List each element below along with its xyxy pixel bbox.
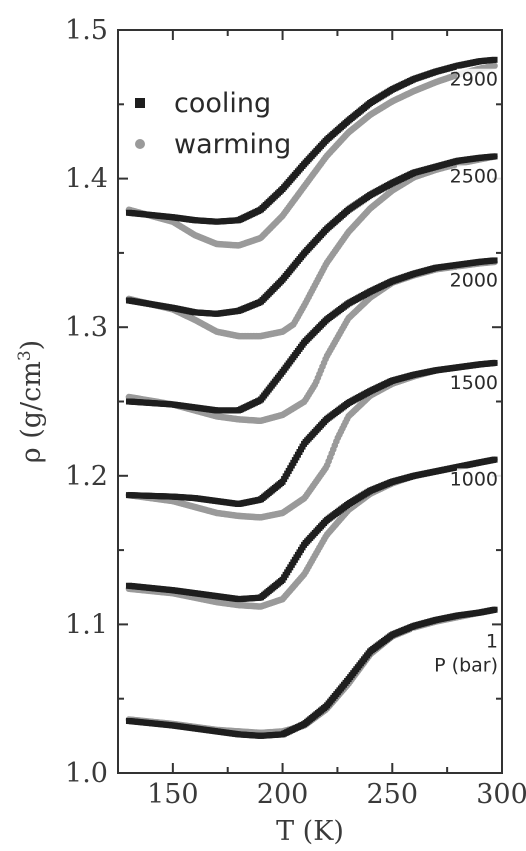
pressure-label: 1500 xyxy=(450,372,498,394)
pressure-label-bg xyxy=(412,630,500,679)
y-tick-label: 1.2 xyxy=(65,461,108,492)
series-cooling-2900 xyxy=(125,56,498,225)
series-warming-2000 xyxy=(125,258,498,425)
pressure-label: 2900 xyxy=(450,69,498,91)
legend-marker-warming xyxy=(135,139,145,149)
pressure-label-bg xyxy=(457,371,501,394)
y-tick-label: 1.1 xyxy=(65,609,108,640)
series-cooling-1500 xyxy=(125,359,498,507)
x-tick-label: 150 xyxy=(147,779,199,810)
x-axis-title: T (K) xyxy=(276,816,344,847)
pressure-labels: 2900 2500 2000 1500 1000 1P (bar) xyxy=(412,68,501,679)
pressure-label-bg xyxy=(457,68,501,91)
y-axis-title: ρ (g/cm3) xyxy=(15,340,47,463)
pressure-label-bg xyxy=(457,165,501,188)
data-point xyxy=(491,359,498,366)
y-tick-label: 1.0 xyxy=(65,758,108,789)
pressure-label-bg xyxy=(457,468,501,491)
legend-label-cooling: cooling xyxy=(174,88,271,119)
series-cooling-1000 xyxy=(125,456,498,603)
series-cooling-2000 xyxy=(125,257,498,414)
pressure-label: 1 xyxy=(486,631,498,653)
series-cooling-1 xyxy=(125,606,498,739)
data-point xyxy=(491,456,498,463)
pressure-label: 2500 xyxy=(450,165,498,187)
legend: cooling warming xyxy=(135,88,291,160)
pressure-label: 1000 xyxy=(450,468,498,490)
data-point xyxy=(491,62,498,70)
legend-label-warming: warming xyxy=(174,129,291,160)
pressure-unit-label: P (bar) xyxy=(434,655,498,677)
x-tick-label: 250 xyxy=(367,779,419,810)
pressure-label: 2000 xyxy=(450,269,498,291)
data-markers xyxy=(125,56,498,739)
series-cooling-2500 xyxy=(125,153,498,317)
pressure-label-bg xyxy=(457,269,501,292)
legend-marker-cooling xyxy=(135,98,145,108)
y-tick-label: 1.3 xyxy=(65,312,108,343)
data-point xyxy=(491,257,498,264)
data-point xyxy=(491,153,498,160)
data-point xyxy=(491,606,498,613)
axes: 150 200 250 300 1.0 1.1 1.2 1.3 1.4 1.5 T (K) ρ (g/… xyxy=(15,15,526,847)
data-point xyxy=(491,56,498,63)
y-tick-label: 1.4 xyxy=(65,164,108,195)
x-tick-label: 200 xyxy=(257,779,309,810)
x-tick-label: 300 xyxy=(476,779,526,810)
y-tick-label: 1.5 xyxy=(65,15,108,46)
